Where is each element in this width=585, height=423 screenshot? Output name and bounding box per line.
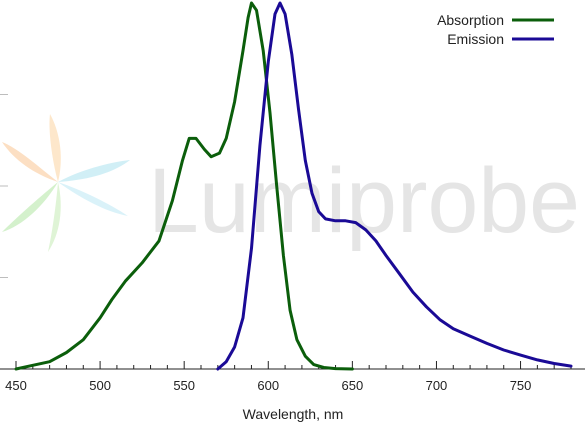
series-line-absorption [14,1,354,371]
legend-label-emission: Emission [447,31,504,47]
x-axis: 450 500 550 600 650 700 750 [0,361,585,393]
series-line-emission [216,1,573,371]
watermark-logo-mark [2,114,130,252]
watermark-text: Lumiprobe [148,150,580,252]
x-tick-label: 650 [342,378,364,393]
x-tick-label: 500 [89,378,111,393]
x-tick-label: 450 [5,378,27,393]
x-axis-label: Wavelength, nm [243,406,344,422]
x-tick-label: 700 [426,378,448,393]
watermark-logo: Lumiprobe [2,114,580,252]
x-tick-label: 750 [510,378,532,393]
x-tick-label: 550 [173,378,195,393]
legend: Absorption Emission [437,12,554,47]
x-tick-label: 600 [257,378,279,393]
series-layer [14,1,573,371]
legend-label-absorption: Absorption [437,12,504,28]
gridlines [0,94,8,278]
